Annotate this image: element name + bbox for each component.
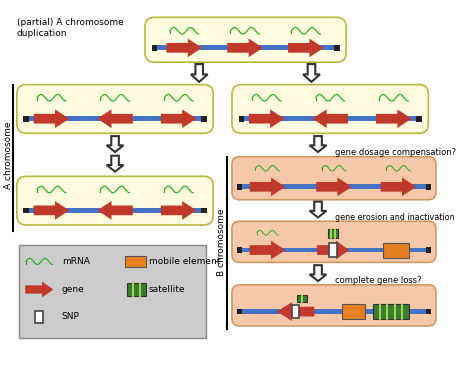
Polygon shape xyxy=(25,282,53,298)
Polygon shape xyxy=(310,265,327,281)
Bar xyxy=(26,117,204,121)
Polygon shape xyxy=(310,202,327,217)
Polygon shape xyxy=(303,64,320,82)
Polygon shape xyxy=(34,109,69,128)
Bar xyxy=(373,304,409,319)
Bar xyxy=(239,309,428,314)
Bar xyxy=(35,310,44,323)
Bar xyxy=(426,309,431,314)
Text: mRNA: mRNA xyxy=(62,257,90,266)
Bar xyxy=(334,45,339,51)
Polygon shape xyxy=(277,302,314,321)
Bar xyxy=(238,116,244,122)
Text: gene erosion and inactivation: gene erosion and inactivation xyxy=(335,213,455,222)
Bar xyxy=(241,117,419,121)
Polygon shape xyxy=(107,136,123,152)
Text: satellite: satellite xyxy=(149,285,185,294)
Polygon shape xyxy=(228,38,263,57)
Polygon shape xyxy=(107,156,123,172)
Polygon shape xyxy=(97,109,133,128)
FancyBboxPatch shape xyxy=(17,176,213,225)
Bar xyxy=(239,185,428,189)
FancyBboxPatch shape xyxy=(232,285,436,326)
Bar xyxy=(237,309,242,314)
Polygon shape xyxy=(312,109,348,128)
Bar xyxy=(416,116,422,122)
Text: complete gene loss?: complete gene loss? xyxy=(335,276,421,285)
Polygon shape xyxy=(316,178,352,196)
Polygon shape xyxy=(288,38,324,57)
Polygon shape xyxy=(250,241,285,259)
Bar xyxy=(239,248,428,252)
Bar xyxy=(18,245,206,338)
Bar xyxy=(201,208,207,213)
Text: B chromosome: B chromosome xyxy=(217,209,226,276)
Bar xyxy=(237,247,242,253)
Bar xyxy=(125,256,146,267)
Polygon shape xyxy=(34,201,69,220)
Polygon shape xyxy=(249,109,284,128)
Polygon shape xyxy=(250,178,285,196)
Bar xyxy=(297,295,307,302)
Polygon shape xyxy=(376,109,411,128)
Text: (partial) A chromosome
duplication: (partial) A chromosome duplication xyxy=(17,18,124,38)
Bar xyxy=(383,242,409,258)
Polygon shape xyxy=(166,38,202,57)
Polygon shape xyxy=(161,201,196,220)
Polygon shape xyxy=(161,109,196,128)
Polygon shape xyxy=(97,201,133,220)
Bar xyxy=(23,208,29,213)
Bar xyxy=(152,45,157,51)
Text: mobile element: mobile element xyxy=(149,257,220,266)
FancyBboxPatch shape xyxy=(232,85,428,133)
Bar xyxy=(127,283,146,296)
Bar xyxy=(342,304,365,319)
Bar xyxy=(201,116,207,122)
Text: gene: gene xyxy=(62,285,84,294)
Bar xyxy=(426,247,431,253)
FancyBboxPatch shape xyxy=(17,85,213,133)
Bar xyxy=(23,116,29,122)
Text: SNP: SNP xyxy=(62,312,80,321)
FancyBboxPatch shape xyxy=(232,157,436,200)
Bar xyxy=(155,45,337,50)
Bar xyxy=(292,305,299,318)
Polygon shape xyxy=(191,64,208,82)
Bar xyxy=(237,184,242,190)
Bar xyxy=(426,184,431,190)
FancyBboxPatch shape xyxy=(145,17,346,62)
Polygon shape xyxy=(317,241,349,259)
Text: gene dosage compensation?: gene dosage compensation? xyxy=(335,147,456,156)
Polygon shape xyxy=(381,178,416,196)
Bar xyxy=(328,230,337,238)
Text: A chromosome: A chromosome xyxy=(4,122,13,190)
Polygon shape xyxy=(310,136,327,152)
Bar xyxy=(26,208,204,213)
FancyBboxPatch shape xyxy=(232,221,436,262)
Bar xyxy=(329,244,337,256)
